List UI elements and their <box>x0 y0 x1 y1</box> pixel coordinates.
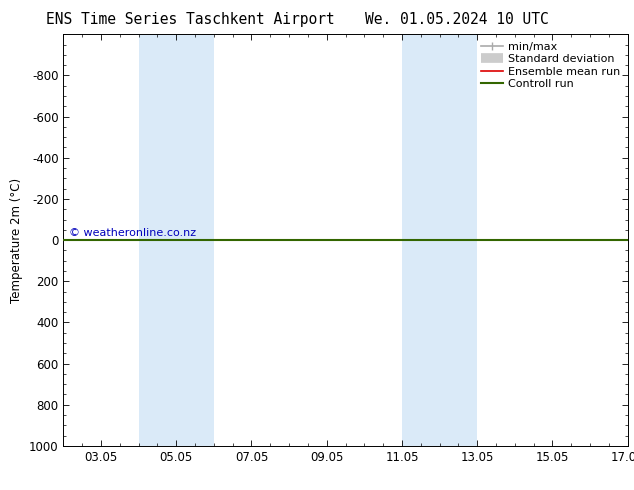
Text: ENS Time Series Taschkent Airport: ENS Time Series Taschkent Airport <box>46 12 335 27</box>
Legend: min/max, Standard deviation, Ensemble mean run, Controll run: min/max, Standard deviation, Ensemble me… <box>479 40 622 91</box>
Text: We. 01.05.2024 10 UTC: We. 01.05.2024 10 UTC <box>365 12 548 27</box>
Text: © weatheronline.co.nz: © weatheronline.co.nz <box>69 228 196 238</box>
Y-axis label: Temperature 2m (°C): Temperature 2m (°C) <box>10 177 23 303</box>
Bar <box>402 34 477 446</box>
Bar <box>139 34 214 446</box>
